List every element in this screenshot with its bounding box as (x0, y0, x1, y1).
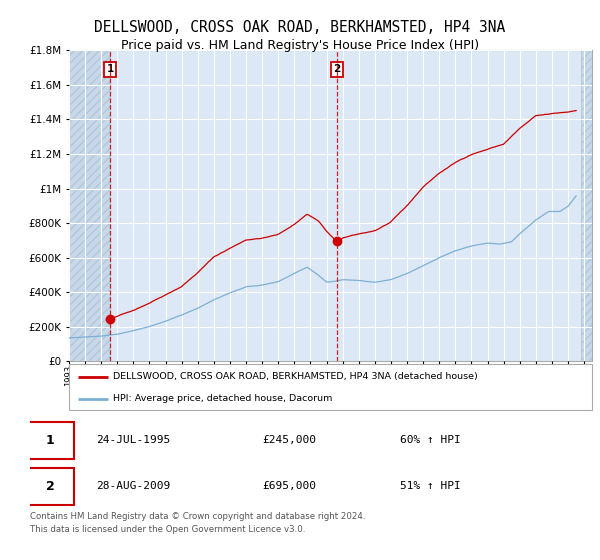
Text: Contains HM Land Registry data © Crown copyright and database right 2024.
This d: Contains HM Land Registry data © Crown c… (30, 512, 365, 534)
Bar (69, 50, 110, 361)
FancyBboxPatch shape (27, 468, 74, 505)
Text: 2: 2 (46, 480, 55, 493)
FancyBboxPatch shape (69, 364, 592, 410)
Text: 1: 1 (107, 64, 114, 74)
Text: £695,000: £695,000 (262, 482, 316, 492)
Bar (581, 50, 592, 361)
Text: 24-JUL-1995: 24-JUL-1995 (96, 435, 170, 445)
FancyBboxPatch shape (27, 422, 74, 459)
Text: Price paid vs. HM Land Registry's House Price Index (HPI): Price paid vs. HM Land Registry's House … (121, 39, 479, 52)
Text: 51% ↑ HPI: 51% ↑ HPI (400, 482, 461, 492)
Text: 2: 2 (334, 64, 341, 74)
Text: HPI: Average price, detached house, Dacorum: HPI: Average price, detached house, Daco… (113, 394, 333, 403)
Bar (581, 50, 592, 361)
Bar (69, 50, 110, 361)
Text: £245,000: £245,000 (262, 435, 316, 445)
Text: 1: 1 (46, 434, 55, 447)
Text: DELLSWOOD, CROSS OAK ROAD, BERKHAMSTED, HP4 3NA (detached house): DELLSWOOD, CROSS OAK ROAD, BERKHAMSTED, … (113, 372, 478, 381)
Text: 60% ↑ HPI: 60% ↑ HPI (400, 435, 461, 445)
Text: 28-AUG-2009: 28-AUG-2009 (96, 482, 170, 492)
Text: DELLSWOOD, CROSS OAK ROAD, BERKHAMSTED, HP4 3NA: DELLSWOOD, CROSS OAK ROAD, BERKHAMSTED, … (94, 20, 506, 35)
